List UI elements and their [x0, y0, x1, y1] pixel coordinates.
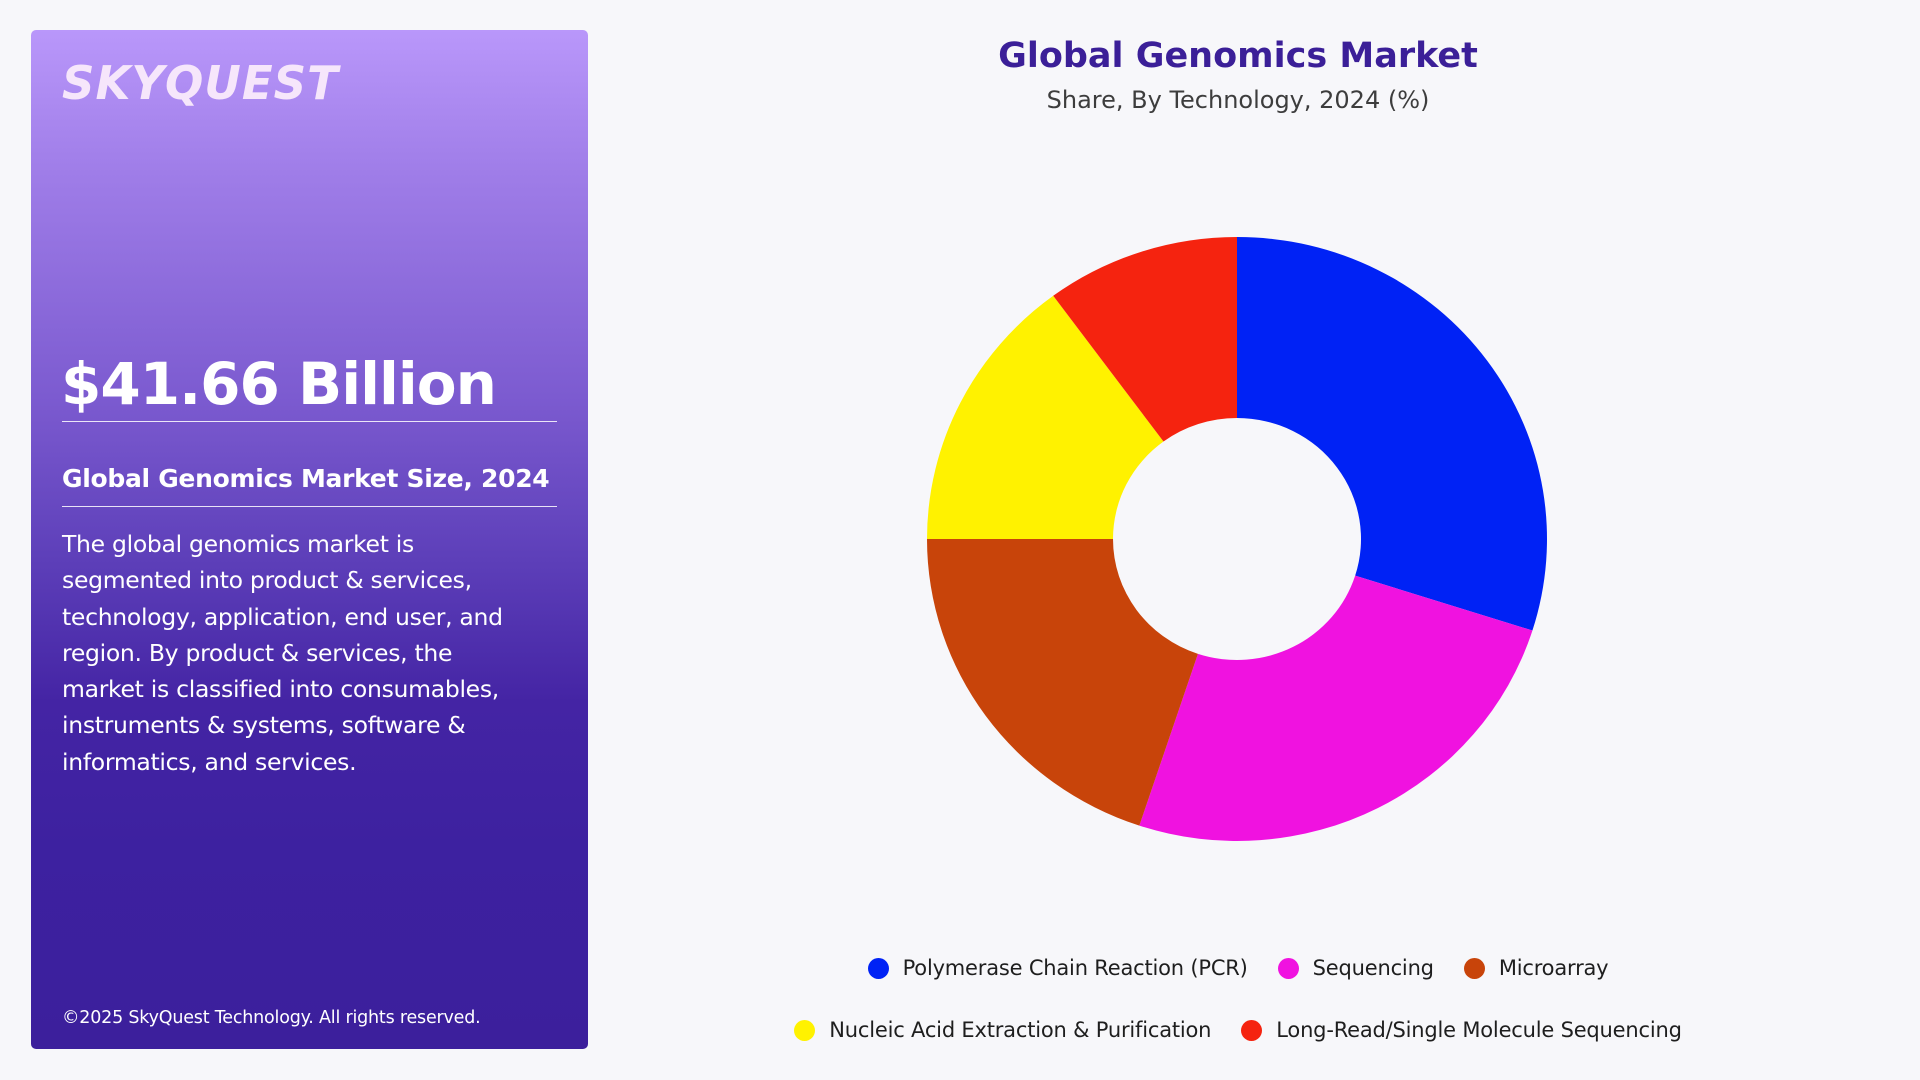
description-line: informatics, and services. [62, 747, 357, 776]
market-size-label: Global Genomics Market Size, 2024 [62, 464, 550, 493]
legend-dot-icon [794, 1019, 816, 1041]
legend-item-long-read-sequencing[interactable]: Long-Read/Single Molecule Sequencing [1241, 1018, 1682, 1042]
description-line: The global genomics market is [62, 530, 414, 558]
description-line: technology, application, end user, and [62, 602, 503, 631]
donut-slices [927, 237, 1547, 841]
donut-slice[interactable] [1053, 237, 1237, 442]
legend-label: Long-Read/Single Molecule Sequencing [1276, 1018, 1682, 1042]
legend-label: Polymerase Chain Reaction (PCR) [902, 956, 1248, 980]
legend-dot-icon [1241, 1019, 1263, 1041]
legend-dot-icon [1277, 957, 1299, 979]
description-line: instruments & systems, software & [62, 711, 466, 740]
donut-slice[interactable] [1237, 237, 1547, 631]
legend-label: Nucleic Acid Extraction & Purification [829, 1018, 1212, 1042]
donut-slice[interactable] [927, 295, 1164, 539]
legend-dot-icon [1463, 957, 1485, 979]
legend-dot-icon [867, 957, 889, 979]
divider [62, 421, 557, 422]
legend-item-sequencing[interactable]: Sequencing [1277, 956, 1434, 980]
donut-slice[interactable] [927, 539, 1198, 826]
legend-label: Sequencing [1312, 956, 1434, 980]
chart-title: Global Genomics Market [998, 36, 1478, 76]
chart-subtitle: Share, By Technology, 2024 (%) [1046, 86, 1430, 114]
description-line: market is classified into consumables, [62, 675, 499, 704]
summary-panel: SKYQUEST $41.66 Billion Global Genomics … [31, 30, 588, 1049]
donut-slice[interactable] [1139, 575, 1533, 841]
legend-row: Polymerase Chain Reaction (PCR) Sequenci… [600, 956, 1876, 980]
divider [62, 506, 557, 507]
copyright-notice: ©2025 SkyQuest Technology. All rights re… [62, 1008, 481, 1028]
skyquest-logo: SKYQUEST [62, 56, 339, 110]
legend-item-nucleic-acid-extraction[interactable]: Nucleic Acid Extraction & Purification [794, 1018, 1211, 1042]
market-value: $41.66 Billion [61, 350, 497, 418]
legend-label: Microarray [1498, 956, 1609, 980]
description-line: segmented into product & services, [62, 566, 472, 595]
description-line: region. By product & services, the [62, 638, 453, 667]
legend-item-pcr[interactable]: Polymerase Chain Reaction (PCR) [867, 956, 1248, 980]
legend-item-microarray[interactable]: Microarray [1463, 956, 1609, 980]
legend-row: Nucleic Acid Extraction & Purification L… [600, 1018, 1876, 1042]
market-description: The global genomics market is segmented … [62, 526, 562, 780]
